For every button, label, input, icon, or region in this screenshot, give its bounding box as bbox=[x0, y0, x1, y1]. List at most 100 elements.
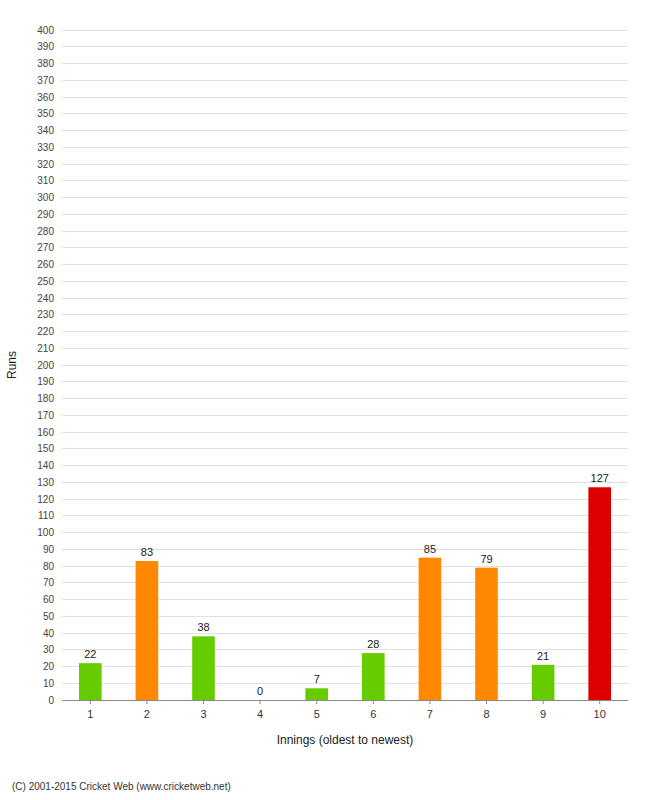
y-tick-label: 220 bbox=[37, 326, 54, 337]
grid-line bbox=[62, 432, 628, 433]
x-tick-label: 6 bbox=[370, 708, 376, 720]
y-tick-label: 40 bbox=[43, 628, 55, 639]
grid-line bbox=[62, 30, 628, 31]
grid-line bbox=[62, 231, 628, 232]
y-tick-label: 300 bbox=[37, 192, 54, 203]
y-tick-label: 390 bbox=[37, 41, 54, 52]
x-tick bbox=[486, 700, 487, 704]
x-tick-label: 9 bbox=[540, 708, 546, 720]
y-tick-label: 350 bbox=[37, 108, 54, 119]
y-tick-label: 60 bbox=[43, 594, 55, 605]
grid-line bbox=[62, 46, 628, 47]
data-label: 28 bbox=[367, 638, 379, 650]
grid-line bbox=[62, 415, 628, 416]
grid-line bbox=[62, 348, 628, 349]
y-tick-label: 90 bbox=[43, 544, 55, 555]
y-tick-label: 20 bbox=[43, 661, 55, 672]
y-tick-label: 80 bbox=[43, 561, 55, 572]
x-tick-label: 7 bbox=[427, 708, 433, 720]
y-tick-label: 400 bbox=[37, 25, 54, 36]
data-label: 127 bbox=[591, 472, 609, 484]
y-tick-label: 330 bbox=[37, 142, 54, 153]
x-tick bbox=[543, 700, 544, 704]
data-label: 7 bbox=[314, 673, 320, 685]
y-tick-label: 380 bbox=[37, 58, 54, 69]
grid-line bbox=[62, 314, 628, 315]
x-tick-label: 10 bbox=[594, 708, 606, 720]
y-tick-label: 360 bbox=[37, 92, 54, 103]
bar bbox=[588, 487, 611, 700]
grid-line bbox=[62, 448, 628, 449]
x-tick-label: 8 bbox=[483, 708, 489, 720]
grid-line bbox=[62, 532, 628, 533]
y-tick-label: 230 bbox=[37, 309, 54, 320]
x-tick bbox=[373, 700, 374, 704]
bar bbox=[136, 561, 159, 700]
bar bbox=[362, 653, 385, 700]
x-axis-label: Innings (oldest to newest) bbox=[277, 733, 414, 747]
y-tick-label: 260 bbox=[37, 259, 54, 270]
grid-line bbox=[62, 180, 628, 181]
bar bbox=[192, 636, 215, 700]
bar bbox=[532, 665, 555, 700]
grid-line bbox=[62, 97, 628, 98]
grid-line bbox=[62, 264, 628, 265]
y-tick-label: 160 bbox=[37, 427, 54, 438]
y-tick-label: 310 bbox=[37, 175, 54, 186]
x-tick bbox=[429, 700, 430, 704]
x-tick-label: 4 bbox=[257, 708, 263, 720]
y-tick-label: 370 bbox=[37, 75, 54, 86]
grid-line bbox=[62, 164, 628, 165]
grid-line bbox=[62, 247, 628, 248]
y-tick-label: 70 bbox=[43, 577, 55, 588]
grid-line bbox=[62, 331, 628, 332]
x-tick bbox=[316, 700, 317, 704]
y-tick-label: 180 bbox=[37, 393, 54, 404]
page: {"chart_data": {"type": "bar", "categori… bbox=[0, 0, 650, 800]
grid-line bbox=[62, 365, 628, 366]
y-axis: 0102030405060708090100110120130140150160… bbox=[37, 25, 54, 706]
grid-line bbox=[62, 197, 628, 198]
y-tick-label: 140 bbox=[37, 460, 54, 471]
grid-line bbox=[62, 113, 628, 114]
bars bbox=[79, 487, 611, 700]
y-tick-label: 30 bbox=[43, 644, 55, 655]
grid-line bbox=[62, 298, 628, 299]
y-tick-label: 130 bbox=[37, 477, 54, 488]
data-label: 79 bbox=[480, 553, 492, 565]
y-tick-label: 250 bbox=[37, 276, 54, 287]
y-tick-label: 290 bbox=[37, 209, 54, 220]
x-tick-label: 3 bbox=[200, 708, 206, 720]
chart-container: 0102030405060708090100110120130140150160… bbox=[0, 0, 650, 800]
y-tick-label: 110 bbox=[38, 510, 54, 521]
bar bbox=[79, 663, 102, 700]
y-tick-label: 0 bbox=[48, 695, 54, 706]
x-tick-label: 5 bbox=[314, 708, 320, 720]
y-tick-label: 50 bbox=[43, 611, 55, 622]
data-label: 85 bbox=[424, 543, 436, 555]
grid-line bbox=[62, 398, 628, 399]
y-axis-label: Runs bbox=[5, 351, 19, 379]
data-label: 83 bbox=[141, 546, 153, 558]
x-tick bbox=[90, 700, 91, 704]
x-tick-label: 2 bbox=[144, 708, 150, 720]
grid-line bbox=[62, 381, 628, 382]
x-tick bbox=[260, 700, 261, 704]
x-tick bbox=[203, 700, 204, 704]
y-tick-label: 200 bbox=[37, 360, 54, 371]
y-tick-label: 120 bbox=[37, 494, 54, 505]
y-tick-label: 150 bbox=[37, 443, 54, 454]
grid-line bbox=[62, 515, 628, 516]
data-label: 0 bbox=[257, 685, 263, 697]
y-tick-label: 280 bbox=[37, 226, 54, 237]
y-tick-label: 320 bbox=[37, 159, 54, 170]
y-tick-label: 100 bbox=[37, 527, 54, 538]
y-tick-label: 270 bbox=[37, 242, 54, 253]
grid-line bbox=[62, 130, 628, 131]
data-label: 21 bbox=[537, 650, 549, 662]
grid bbox=[62, 30, 628, 700]
grid-line bbox=[62, 281, 628, 282]
y-tick-label: 240 bbox=[37, 293, 54, 304]
x-tick bbox=[599, 700, 600, 704]
grid-line bbox=[62, 214, 628, 215]
